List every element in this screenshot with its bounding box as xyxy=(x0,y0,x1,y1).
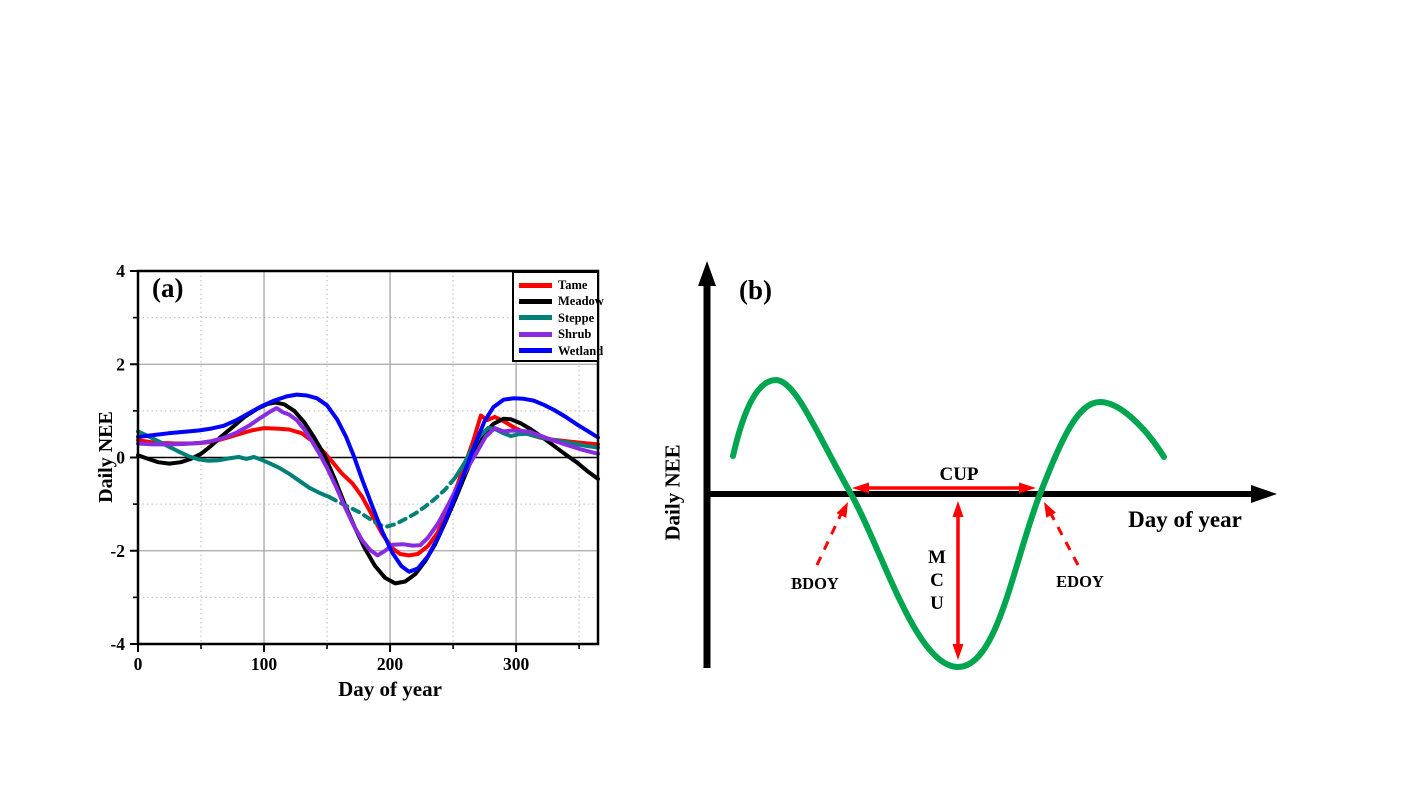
y-tick-label: 4 xyxy=(116,261,125,281)
mcu-letter-u: U xyxy=(930,593,944,614)
b-x-axis-arrowhead-icon xyxy=(1251,485,1277,503)
legend-label: Tame xyxy=(558,277,588,292)
series-shrub-line xyxy=(136,406,600,558)
b-nee-curve xyxy=(730,376,1167,671)
mcu-letter-m: M xyxy=(928,547,946,568)
legend-label: Meadow xyxy=(558,294,604,309)
mcu-arrow-bottom-head-icon xyxy=(952,644,964,660)
panel-b-y-axis-title: Daily NEE xyxy=(660,444,685,541)
x-tick-label: 100 xyxy=(251,654,278,674)
series-steppe-line xyxy=(136,429,332,500)
panel-b-x-axis-title: Day of year xyxy=(1128,507,1242,532)
legend-item-tame: Tame xyxy=(514,277,597,293)
cup-arrow-right-head-icon xyxy=(1019,482,1036,494)
x-tick-label: 0 xyxy=(134,654,143,674)
legend-label: Wetland xyxy=(558,343,604,358)
bdoy-pointer-head-icon xyxy=(836,502,848,518)
wetland-line-swatch-icon xyxy=(519,348,552,354)
legend-box: Tame Meadow Steppe Shrub Wetland xyxy=(512,271,604,362)
legend-item-steppe: Steppe xyxy=(514,310,597,326)
x-tick-label: 200 xyxy=(377,654,404,674)
panel-a-label: (a) xyxy=(152,273,184,303)
mcu-letter-c: C xyxy=(930,570,944,591)
tame-line-swatch-icon xyxy=(519,282,552,288)
bdoy-pointer xyxy=(815,511,844,566)
y-tick-label: -2 xyxy=(110,541,125,561)
legend-item-meadow: Meadow xyxy=(514,293,604,309)
steppe-line-swatch-icon xyxy=(519,315,552,321)
bdoy-label: BDOY xyxy=(791,574,839,593)
series-steppe-line xyxy=(327,475,458,529)
y-tick-label: 0 xyxy=(116,448,125,468)
y-tick-label: -4 xyxy=(110,634,125,654)
shrub-line-swatch-icon xyxy=(519,331,552,337)
panel-a-y-axis-title: Daily NEE xyxy=(95,411,117,503)
mcu-arrow-top-head-icon xyxy=(952,501,964,517)
edoy-pointer xyxy=(1048,511,1080,566)
cup-arrow-left-head-icon xyxy=(852,482,869,494)
panel-b-label: (b) xyxy=(739,275,772,305)
x-tick-label: 300 xyxy=(503,654,530,674)
edoy-pointer-head-icon xyxy=(1044,502,1056,518)
legend-item-wetland: Wetland xyxy=(514,343,603,359)
panel-b-diagram xyxy=(698,261,1277,671)
mcu-label: M C U xyxy=(921,546,953,615)
y-tick-label: 2 xyxy=(116,354,125,374)
legend-label: Shrub xyxy=(558,327,592,342)
edoy-label: EDOY xyxy=(1056,572,1104,591)
legend-label: Steppe xyxy=(558,310,595,325)
legend-item-shrub: Shrub xyxy=(514,326,597,342)
cup-label: CUP xyxy=(939,464,979,485)
panel-a-chart: -4 -2 0 2 4 0 100 200 300 xyxy=(110,261,600,674)
b-y-axis-arrowhead-icon xyxy=(698,261,716,286)
meadow-line-swatch-icon xyxy=(519,299,552,305)
series-wetland-line xyxy=(136,392,600,574)
panel-a-x-axis-title: Day of year xyxy=(338,677,442,701)
